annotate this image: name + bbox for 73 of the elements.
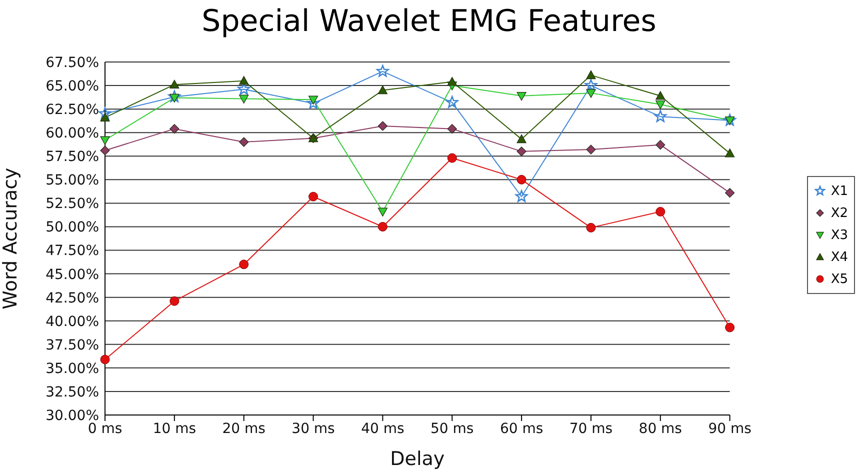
point [378, 121, 388, 131]
point [378, 208, 388, 216]
x-tick-label: 30 ms [292, 420, 335, 437]
point [376, 64, 389, 77]
x-tick-label: 80 ms [638, 420, 682, 437]
point [446, 96, 458, 108]
legend-label: X5 [830, 272, 848, 286]
point [656, 100, 666, 110]
point [654, 110, 667, 122]
point [516, 92, 526, 101]
point [100, 354, 110, 364]
point [725, 148, 735, 158]
point [586, 70, 596, 80]
point [656, 206, 666, 216]
y-tick-label: 55.00% [46, 172, 99, 189]
legend-label: X1 [830, 184, 848, 198]
x-axis-title: Delay [390, 448, 445, 470]
point [656, 91, 666, 100]
y-tick-label: 45.00% [46, 266, 99, 283]
point [586, 222, 596, 232]
y-tick-label: 52.50% [46, 196, 99, 212]
y-tick-label: 62.50% [46, 102, 99, 118]
x-tick-label: 50 ms [430, 420, 474, 437]
point [239, 94, 249, 104]
point [378, 85, 388, 94]
x-tick-label: 40 ms [361, 420, 404, 437]
y-tick-label: 32.50% [46, 384, 99, 400]
y-tick-label: 50.00% [46, 220, 99, 236]
x-tick-label: 70 ms [569, 420, 613, 437]
point [378, 222, 388, 232]
y-tick-label: 65.00% [46, 78, 99, 95]
legend-label: X2 [830, 206, 848, 220]
point [170, 124, 180, 134]
y-tick-label: 40.00% [46, 314, 99, 330]
point [100, 146, 110, 156]
point [447, 153, 457, 163]
point [239, 76, 249, 85]
point [100, 136, 110, 145]
y-tick-label: 67.50% [46, 54, 99, 71]
y-tick-label: 35.00% [46, 360, 99, 377]
point [170, 80, 180, 88]
y-tick-label: 57.50% [46, 149, 99, 166]
point [584, 79, 598, 91]
point [516, 174, 526, 184]
point [724, 114, 736, 126]
y-tick-label: 37.50% [46, 337, 99, 354]
point [656, 140, 666, 150]
x-tick-label: 10 ms [152, 420, 196, 437]
x-tick-label: 20 ms [222, 420, 266, 437]
point [516, 134, 526, 144]
point [586, 89, 596, 98]
point [725, 322, 735, 332]
point [239, 260, 249, 270]
point [239, 137, 249, 147]
point [586, 144, 596, 154]
point [725, 188, 735, 198]
legend-label: X4 [830, 250, 848, 264]
point [447, 76, 457, 86]
point [516, 146, 526, 156]
point [308, 192, 318, 202]
y-axis-title: Word Accuracy [0, 168, 22, 310]
chart-title: Special Wavelet EMG Features [200, 4, 658, 39]
y-tick-label: 60.00% [46, 126, 99, 142]
y-tick-label: 47.50% [46, 243, 99, 260]
x-tick-label: 60 ms [500, 420, 544, 437]
point [238, 82, 250, 95]
point [447, 124, 457, 134]
legend-label: X3 [830, 228, 848, 242]
point [515, 190, 528, 202]
y-tick-label: 42.50% [46, 290, 99, 306]
point [170, 296, 180, 306]
point [98, 107, 112, 120]
x-tick-label: 90 ms [708, 420, 752, 437]
